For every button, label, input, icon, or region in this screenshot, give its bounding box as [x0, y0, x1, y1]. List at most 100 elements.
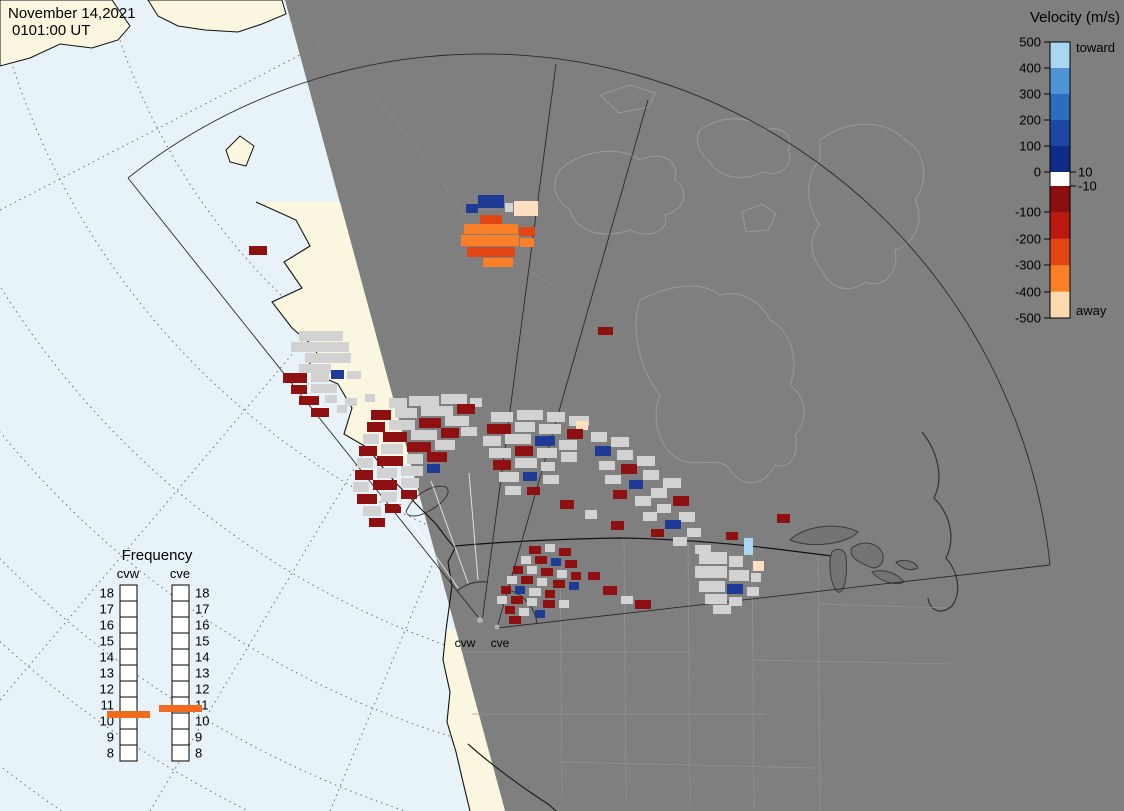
radar-echo-cell: [729, 597, 742, 606]
radar-echo-cell: [537, 448, 557, 458]
colorbar-segment: [1050, 42, 1070, 68]
colorbar-segment: [1050, 68, 1070, 94]
radar-echo-cell: [383, 432, 407, 442]
radar-echo-cell: [621, 464, 637, 474]
radar-echo-cell: [457, 404, 475, 414]
radar-echo-cell: [545, 544, 555, 552]
colorbar-tick-label: -10: [1078, 179, 1097, 194]
frequency-cell: [171, 664, 190, 682]
radar-echo-cell: [493, 460, 511, 470]
radar-echo-cell: [345, 398, 357, 406]
radar-echo-cell: [576, 421, 588, 430]
radar-echo-cell: [291, 342, 349, 352]
radar-echo-cell: [359, 446, 377, 456]
radar-echo-cell: [483, 436, 501, 446]
frequency-scale-label: 16: [100, 618, 114, 633]
radar-echo-cell: [535, 436, 555, 446]
radar-echo-cell: [523, 472, 537, 481]
radar-echo-cell: [377, 468, 397, 478]
radar-echo-cell: [673, 496, 689, 506]
radar-echo-cell: [353, 482, 369, 492]
radar-echo-cell: [565, 560, 577, 568]
radar-echo-cell: [679, 512, 695, 522]
radar-echo-cell: [651, 529, 664, 537]
radar-echo-cell: [553, 580, 565, 588]
radar-echo-cell: [489, 448, 511, 458]
frequency-scale-label: 13: [100, 666, 114, 681]
radar-echo-cell: [467, 247, 515, 257]
radar-echo-cell: [729, 556, 743, 567]
radar-echo-cell: [713, 605, 731, 614]
night-outlines: [289, 19, 959, 811]
radar-echo-cell: [407, 442, 431, 452]
radar-echo-cell: [441, 394, 467, 404]
radar-echo-cell: [487, 424, 511, 434]
radar-echo-cell: [401, 490, 417, 499]
colorbar-tick-label: 500: [1019, 35, 1041, 50]
radar-echo-cell: [427, 452, 447, 462]
coastal-island: [225, 135, 255, 167]
frequency-title: Frequency: [122, 547, 193, 564]
frequency-cell: [119, 616, 138, 634]
radar-echo-cell: [557, 570, 567, 578]
radar-echo-cell: [311, 408, 329, 417]
radar-echo-cell: [515, 446, 533, 456]
radar-echo-cell: [569, 582, 579, 590]
echo-layer: [249, 195, 790, 624]
radar-echo-cell: [527, 566, 537, 574]
colorbar-segment: [1050, 238, 1070, 266]
radar-echo-cell: [464, 224, 518, 234]
colorbar-border: [1049, 41, 1071, 319]
frequency-cell: [171, 680, 190, 698]
radar-echo-cell: [541, 568, 553, 576]
radar-echo-cell: [407, 454, 423, 464]
lake-michigan: [829, 548, 847, 593]
radar-echo-cell: [663, 478, 681, 488]
frequency-cell: [119, 728, 138, 746]
radar-echo-cell: [497, 596, 507, 604]
radar-echo-cell: [389, 420, 415, 430]
radar-site-dot-cve: [494, 624, 500, 630]
radar-echo-cell: [363, 434, 379, 444]
radar-echo-cell: [249, 246, 267, 255]
radar-echo-cell: [501, 586, 511, 594]
radar-echo-cell: [441, 428, 459, 438]
radar-echo-cell: [299, 331, 343, 341]
radar-echo-cell: [635, 496, 651, 506]
california-coastline: [442, 629, 471, 811]
frequency-marker: [159, 705, 202, 712]
radar-label-cvw: cvw: [455, 636, 476, 650]
radar-echo-cell: [560, 500, 574, 509]
radar-echo-cell: [726, 532, 738, 540]
radar-echo-cell: [637, 456, 655, 466]
radar-echo-cell: [291, 385, 307, 394]
frequency-cell: [171, 648, 190, 666]
radar-echo-cell: [299, 364, 331, 373]
frequency-scale-label: 9: [107, 730, 114, 745]
header: November 14,2021 0101:00 UT: [8, 5, 136, 39]
radar-echo-cell: [421, 406, 453, 416]
radar-echo-cell: [461, 427, 477, 436]
radar-echo-cell: [527, 487, 540, 495]
radar-echo-cell: [591, 432, 607, 442]
radar-echo-cell: [605, 475, 621, 484]
radar-echo-cell: [337, 405, 347, 413]
radar-echo-cell: [527, 598, 537, 606]
colorbar-tick-label: -100: [1015, 205, 1041, 220]
frequency-cell: [119, 696, 138, 714]
frequency-scale-label: 17: [100, 602, 114, 617]
radar-echo-cell: [657, 504, 671, 513]
frequency-scale-label: 15: [100, 634, 114, 649]
radar-echo-cell: [521, 576, 533, 584]
radar-echo-cell: [515, 586, 525, 594]
radar-echo-cell: [551, 558, 561, 566]
radar-echo-cell: [643, 470, 659, 480]
radar-echo-cell: [445, 416, 469, 426]
time-label: 0101:00 UT: [12, 22, 90, 39]
radar-echo-cell: [520, 238, 534, 247]
velocity-colorbar: Velocity (m/s) 500 400 300 200 100 0 -100 -200 -…: [1015, 9, 1120, 326]
radar-echo-cell: [401, 466, 423, 476]
frequency-scale-label: 15: [195, 634, 209, 649]
radar-echo-cell: [729, 570, 749, 581]
